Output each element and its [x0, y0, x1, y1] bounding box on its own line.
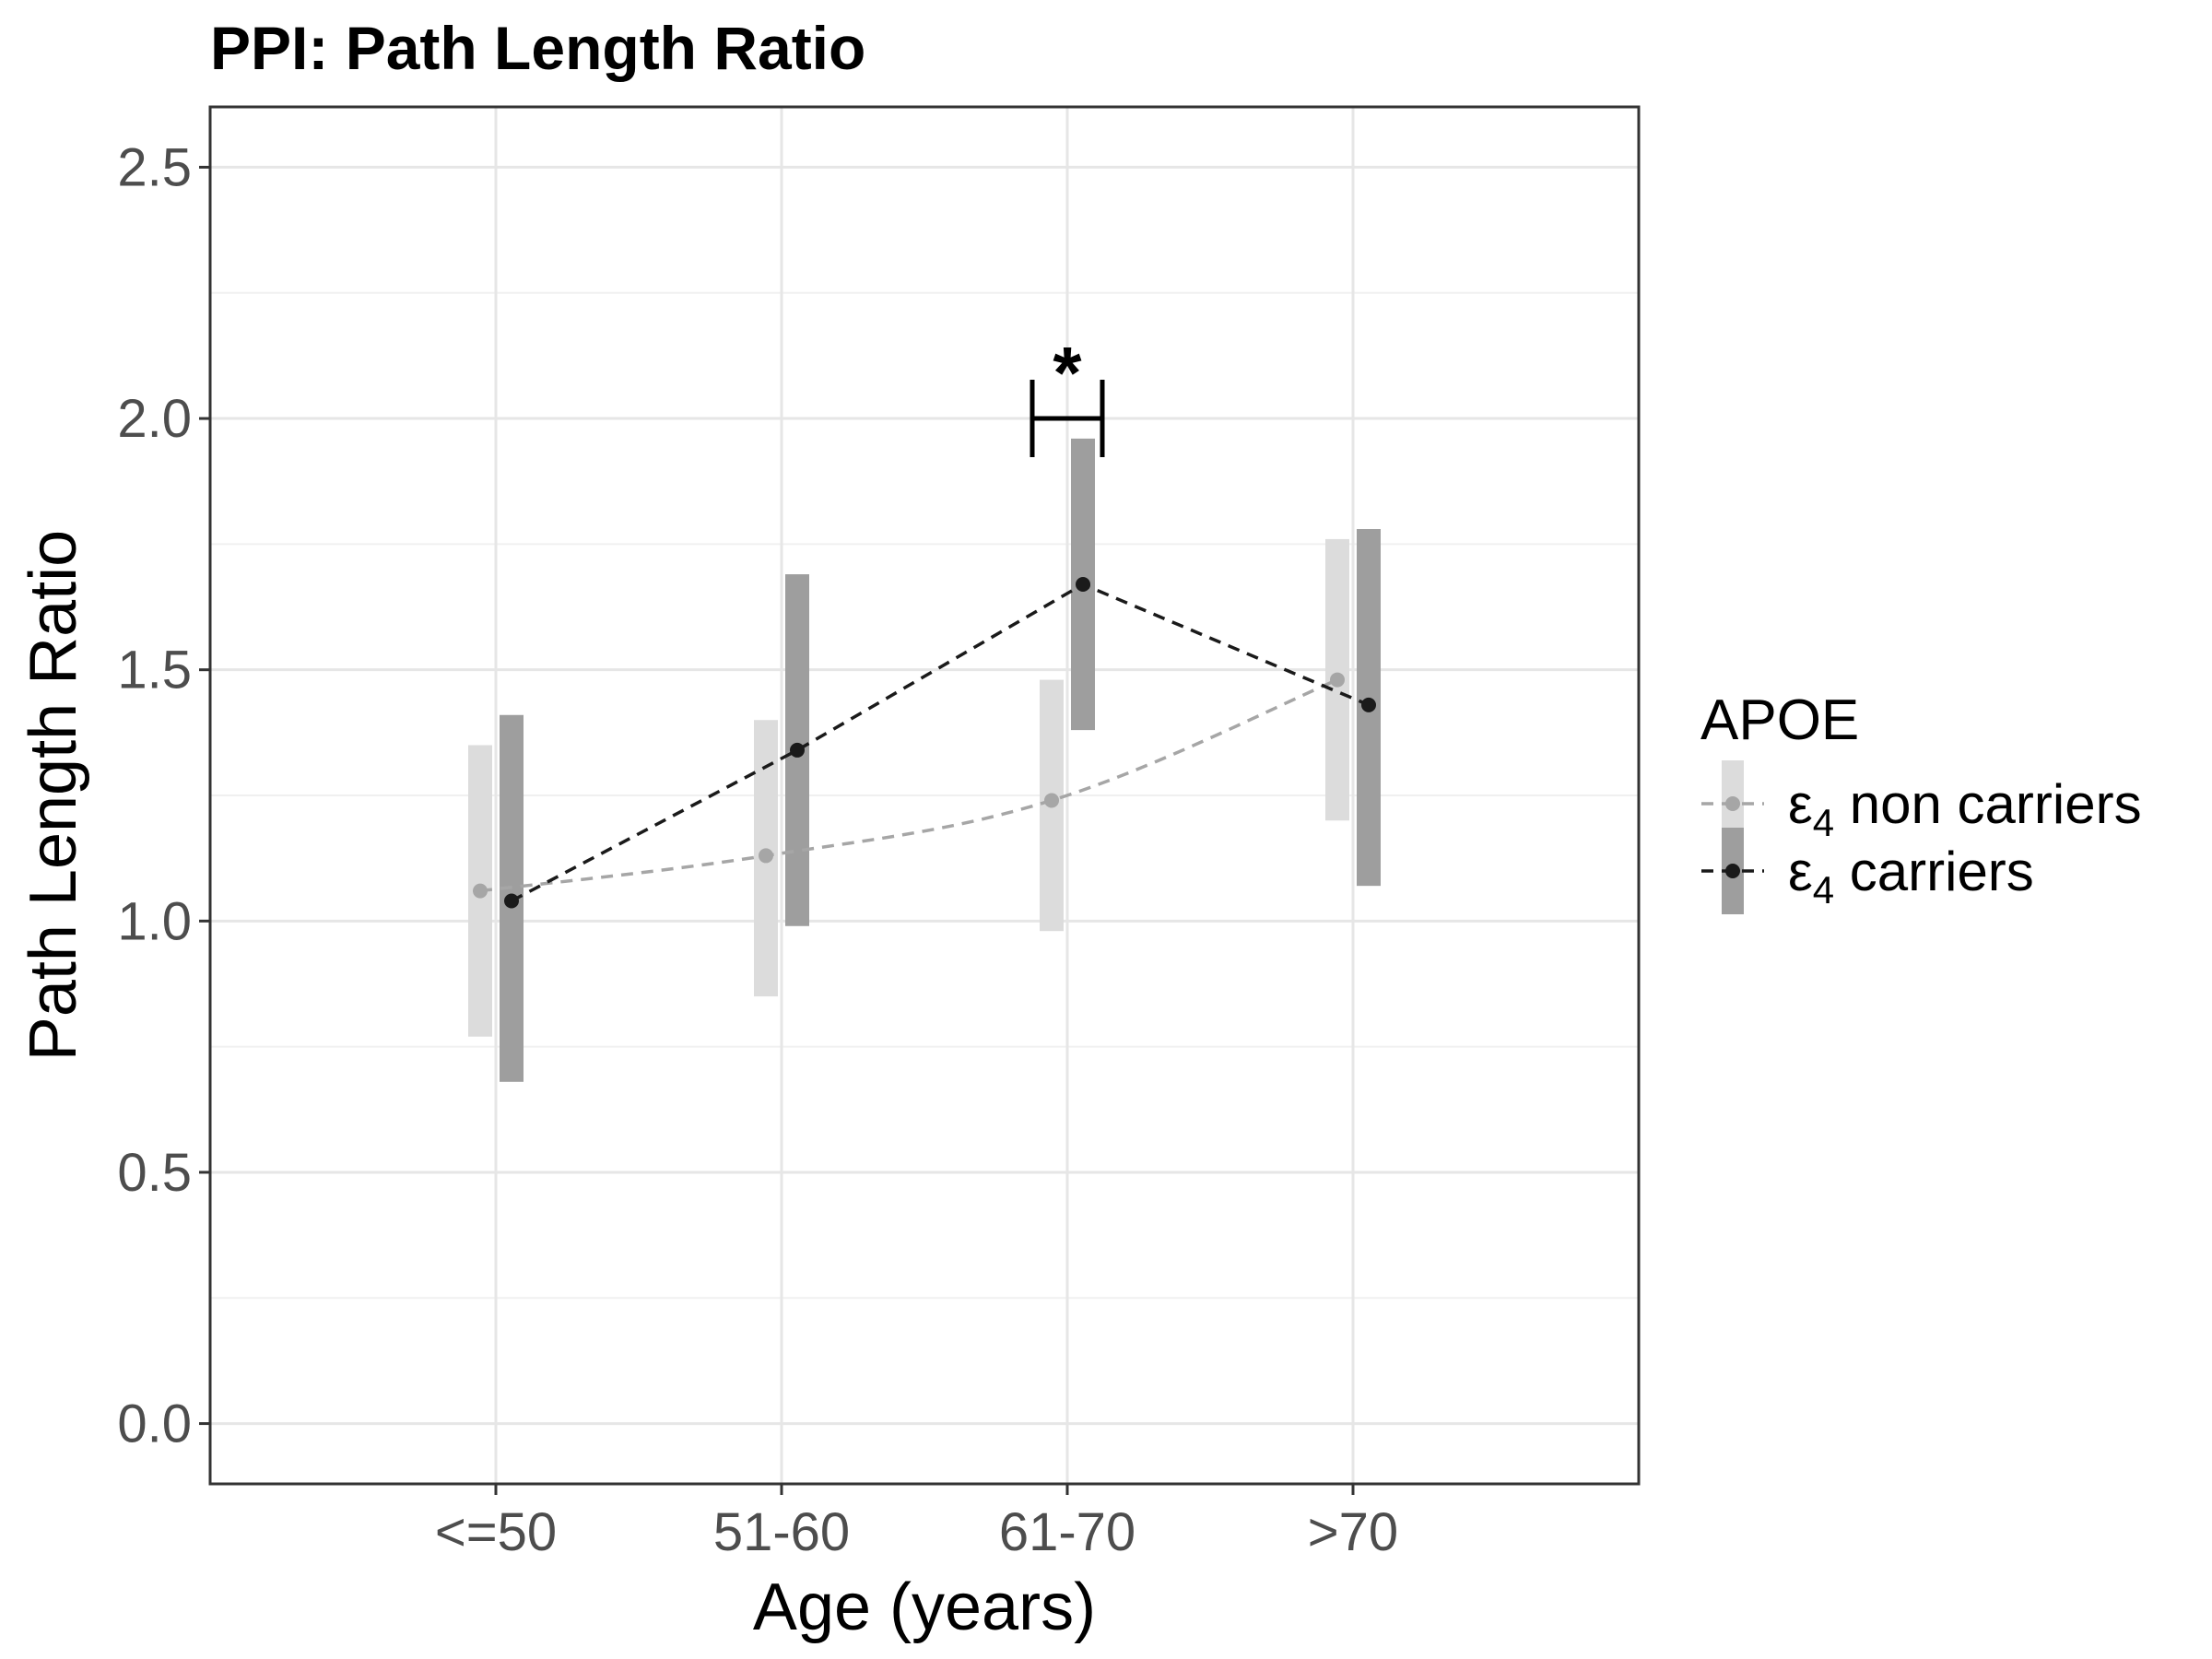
- x-tick-label: 61-70: [999, 1502, 1135, 1562]
- data-point: [790, 742, 805, 758]
- data-point: [1330, 672, 1345, 688]
- y-tick-label: 1.0: [117, 891, 192, 951]
- legend-key-point: [1725, 864, 1740, 878]
- y-tick-label: 0.5: [117, 1143, 192, 1203]
- legend-label: ε4 carriers: [1788, 841, 2034, 912]
- data-point: [473, 883, 488, 899]
- series-line: [479, 677, 1338, 893]
- legend-key-point: [1725, 796, 1740, 811]
- data-point: [759, 848, 773, 864]
- x-axis: <=50 51-60 61-70 >70: [435, 1484, 1398, 1562]
- legend-symbol: ε: [1788, 841, 1813, 902]
- x-tick-label: >70: [1308, 1502, 1398, 1562]
- y-tick-label: 2.5: [117, 137, 192, 197]
- data-point: [504, 893, 519, 909]
- data-point: [1044, 793, 1059, 808]
- legend-subscript: 4: [1813, 801, 1834, 844]
- significance-marker: *: [1053, 332, 1082, 414]
- legend-symbol: ε: [1788, 773, 1813, 835]
- significance-annotations: *: [1030, 332, 1105, 458]
- x-tick-label: 51-60: [713, 1502, 850, 1562]
- ci-bands: [468, 438, 1381, 1082]
- y-tick-label: 0.0: [117, 1394, 192, 1454]
- plot-panel-border: [208, 105, 1641, 1486]
- data-points: [473, 576, 1376, 909]
- series-line: [511, 582, 1370, 903]
- y-axis: 0.0 0.5 1.0 1.5 2.0 2.5: [117, 137, 210, 1454]
- legend-series-name: carriers: [1834, 841, 2034, 902]
- legend-subscript: 4: [1813, 868, 1834, 912]
- legend-label: ε4 non carriers: [1788, 773, 2142, 844]
- y-tick-label: 1.5: [117, 641, 192, 700]
- trend-lines: [479, 582, 1370, 903]
- data-point: [1361, 697, 1376, 712]
- y-tick-label: 2.0: [117, 389, 192, 449]
- y-axis-title: Path Length Ratio: [17, 530, 90, 1061]
- data-point: [1076, 576, 1090, 592]
- x-tick-label: <=50: [435, 1502, 557, 1562]
- chart-title: PPI: Path Length Ratio: [210, 14, 865, 82]
- x-axis-title: Age (years): [753, 1571, 1096, 1644]
- legend-series-name: non carriers: [1834, 773, 2141, 835]
- legend-title: APOE: [1700, 688, 1859, 752]
